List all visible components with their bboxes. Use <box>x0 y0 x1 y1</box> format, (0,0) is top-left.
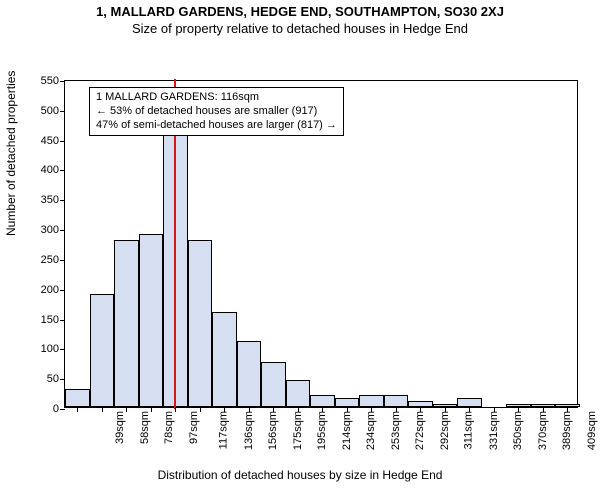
x-tick-label: 292sqm <box>439 411 451 450</box>
x-tick-mark <box>298 407 299 412</box>
y-tick-mark <box>60 320 65 321</box>
x-tick-mark <box>249 407 250 412</box>
histogram-bar <box>114 240 139 407</box>
y-tick-mark <box>60 260 65 261</box>
annotation-line2: ← 53% of detached houses are smaller (91… <box>96 105 337 119</box>
x-tick-label: 97sqm <box>188 411 200 444</box>
y-tick-mark <box>60 170 65 171</box>
x-tick-label: 409sqm <box>586 411 598 450</box>
y-tick-mark <box>60 111 65 112</box>
x-axis-label: Distribution of detached houses by size … <box>0 468 600 482</box>
y-tick-label: 250 <box>41 254 59 266</box>
x-tick-mark <box>445 407 446 412</box>
histogram-bar <box>237 341 262 407</box>
y-tick-mark <box>60 200 65 201</box>
y-tick-mark <box>60 290 65 291</box>
histogram-bar <box>261 362 286 407</box>
x-tick-mark <box>469 407 470 412</box>
histogram-bar <box>310 395 335 407</box>
x-tick-mark <box>273 407 274 412</box>
x-tick-label: 195sqm <box>316 411 328 450</box>
y-tick-label: 350 <box>41 194 59 206</box>
x-tick-mark <box>420 407 421 412</box>
annotation-box: 1 MALLARD GARDENS: 116sqm ← 53% of detac… <box>89 87 344 136</box>
x-tick-label: 253sqm <box>390 411 402 450</box>
y-tick-mark <box>60 141 65 142</box>
y-tick-label: 300 <box>41 224 59 236</box>
x-tick-label: 156sqm <box>267 411 279 450</box>
y-tick-mark <box>60 409 65 410</box>
histogram-bar <box>335 398 360 407</box>
x-tick-label: 234sqm <box>365 411 377 450</box>
x-tick-label: 311sqm <box>463 411 475 449</box>
x-tick-label: 39sqm <box>114 411 126 444</box>
histogram-bar <box>65 389 90 407</box>
y-tick-label: 400 <box>41 164 59 176</box>
page-subtitle: Size of property relative to detached ho… <box>0 19 600 36</box>
x-tick-mark <box>322 407 323 412</box>
annotation-line1: 1 MALLARD GARDENS: 116sqm <box>96 91 337 105</box>
x-tick-mark <box>494 407 495 412</box>
x-tick-label: 331sqm <box>488 411 500 450</box>
x-tick-label: 78sqm <box>163 411 175 444</box>
x-tick-mark <box>102 407 103 412</box>
x-tick-label: 272sqm <box>414 411 426 450</box>
x-tick-mark <box>396 407 397 412</box>
y-tick-label: 0 <box>53 403 59 415</box>
y-tick-label: 200 <box>41 284 59 296</box>
histogram-bar <box>457 398 482 407</box>
x-tick-label: 350sqm <box>512 411 524 450</box>
y-tick-label: 450 <box>41 135 59 147</box>
x-tick-mark <box>567 407 568 412</box>
y-tick-label: 550 <box>41 75 59 87</box>
x-tick-label: 370sqm <box>537 411 549 450</box>
x-tick-mark <box>200 407 201 412</box>
histogram-bar <box>286 380 311 407</box>
histogram-bar <box>212 312 237 407</box>
histogram-bar <box>384 395 409 407</box>
y-tick-label: 100 <box>41 343 59 355</box>
x-tick-mark <box>224 407 225 412</box>
x-tick-mark <box>347 407 348 412</box>
y-tick-mark <box>60 230 65 231</box>
histogram-bar <box>188 240 213 407</box>
x-tick-mark <box>77 407 78 412</box>
x-tick-label: 58sqm <box>139 411 151 444</box>
histogram-bar <box>359 395 384 407</box>
x-tick-mark <box>543 407 544 412</box>
y-tick-mark <box>60 379 65 380</box>
x-tick-mark <box>175 407 176 412</box>
plot-area: 1 MALLARD GARDENS: 116sqm ← 53% of detac… <box>64 80 578 408</box>
x-tick-mark <box>518 407 519 412</box>
y-tick-mark <box>60 349 65 350</box>
y-tick-label: 150 <box>41 314 59 326</box>
x-tick-label: 175sqm <box>292 411 304 450</box>
page-title: 1, MALLARD GARDENS, HEDGE END, SOUTHAMPT… <box>0 0 600 19</box>
y-axis-label: Number of detached properties <box>4 71 18 236</box>
histogram-bar <box>90 294 115 407</box>
x-tick-mark <box>151 407 152 412</box>
annotation-line3: 47% of semi-detached houses are larger (… <box>96 119 337 133</box>
histogram-bar <box>139 234 164 407</box>
x-tick-label: 136sqm <box>243 411 255 450</box>
y-tick-mark <box>60 81 65 82</box>
y-tick-label: 500 <box>41 105 59 117</box>
x-tick-mark <box>371 407 372 412</box>
y-tick-label: 50 <box>47 373 59 385</box>
x-tick-label: 389sqm <box>562 411 574 450</box>
x-tick-label: 117sqm <box>218 411 230 449</box>
x-tick-label: 214sqm <box>341 411 353 450</box>
x-tick-mark <box>126 407 127 412</box>
